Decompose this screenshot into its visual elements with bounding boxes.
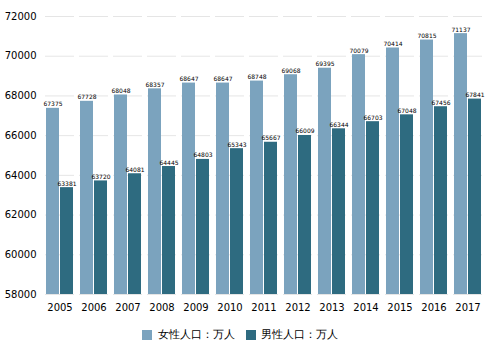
svg-text:2017: 2017 <box>455 302 480 313</box>
svg-text:63381: 63381 <box>57 180 76 187</box>
svg-text:2006: 2006 <box>81 302 106 313</box>
svg-text:2008: 2008 <box>149 302 174 313</box>
svg-text:70000: 70000 <box>5 50 37 61</box>
svg-text:72000: 72000 <box>5 11 37 22</box>
svg-text:67375: 67375 <box>43 100 62 107</box>
svg-text:60000: 60000 <box>5 249 37 260</box>
svg-text:66000: 66000 <box>5 130 37 141</box>
svg-text:68357: 68357 <box>145 81 164 88</box>
svg-text:70079: 70079 <box>349 47 368 54</box>
svg-text:67841: 67841 <box>465 91 484 98</box>
svg-text:2013: 2013 <box>319 302 344 313</box>
svg-text:58000: 58000 <box>5 289 37 300</box>
svg-text:64081: 64081 <box>125 166 144 173</box>
svg-text:2011: 2011 <box>251 302 276 313</box>
svg-text:64000: 64000 <box>5 170 37 181</box>
html-text:女性人口：万人: 女性人口：万人 <box>157 328 235 341</box>
svg-text:65667: 65667 <box>261 134 280 141</box>
svg-text:62000: 62000 <box>5 209 37 220</box>
svg-text:66344: 66344 <box>329 121 348 128</box>
svg-text:67728: 67728 <box>77 93 96 100</box>
svg-text:69068: 69068 <box>281 67 300 74</box>
svg-text:2012: 2012 <box>285 302 310 313</box>
svg-text:2014: 2014 <box>353 302 378 313</box>
svg-text:66703: 66703 <box>363 114 382 121</box>
svg-text:68647: 68647 <box>179 75 198 82</box>
svg-text:2016: 2016 <box>421 302 446 313</box>
svg-text:68000: 68000 <box>5 90 37 101</box>
svg-text:68748: 68748 <box>247 73 266 80</box>
svg-text:69395: 69395 <box>315 60 334 67</box>
svg-text:71137: 71137 <box>451 26 470 33</box>
svg-text:68647: 68647 <box>213 75 232 82</box>
svg-text:2015: 2015 <box>387 302 412 313</box>
svg-text:65343: 65343 <box>227 141 246 148</box>
svg-text:64445: 64445 <box>159 159 178 166</box>
svg-text:2007: 2007 <box>115 302 140 313</box>
svg-text:63720: 63720 <box>91 173 110 180</box>
svg-text:2005: 2005 <box>47 302 72 313</box>
svg-text:2010: 2010 <box>217 302 242 313</box>
html-text:男性人口：万人: 男性人口：万人 <box>261 328 338 341</box>
svg-text:66009: 66009 <box>295 127 314 134</box>
svg-text:67456: 67456 <box>431 99 450 106</box>
svg-text:2009: 2009 <box>183 302 208 313</box>
svg-text:68048: 68048 <box>111 87 130 94</box>
svg-text:70815: 70815 <box>417 32 436 39</box>
svg-text:70414: 70414 <box>383 40 402 47</box>
svg-text:67048: 67048 <box>397 107 416 114</box>
svg-text:64803: 64803 <box>193 151 212 158</box>
